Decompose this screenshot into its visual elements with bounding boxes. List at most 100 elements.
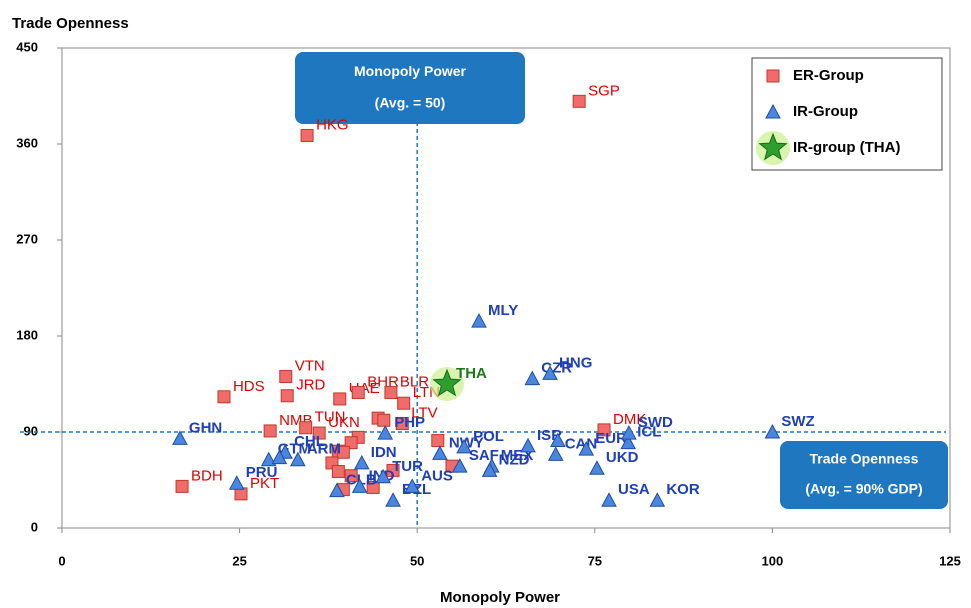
- point-triangle: [601, 492, 617, 507]
- point-label: POL: [473, 428, 504, 445]
- point-star: [758, 132, 788, 161]
- point-label: UKN: [328, 414, 360, 431]
- point-square: [279, 370, 293, 384]
- point-square: [299, 421, 313, 435]
- annotation-monopoly-text: Monopoly Power: [354, 63, 467, 79]
- point-square: [333, 392, 347, 406]
- point-square: [300, 128, 314, 142]
- point-label: GHN: [189, 419, 222, 436]
- point-triangle: [481, 462, 498, 477]
- point-label: CLB: [346, 472, 377, 489]
- point-label: SAF: [469, 447, 499, 464]
- point-triangle: [351, 478, 368, 493]
- point-triangle: [578, 441, 595, 456]
- point-label: NZD: [499, 451, 530, 468]
- x-tick-label: 25: [232, 553, 246, 568]
- point-label: JRD: [296, 377, 325, 394]
- annotation-trade-text: (Avg. = 90% GDP): [805, 481, 922, 497]
- point-triangle: [353, 454, 370, 470]
- point-square: [397, 396, 411, 410]
- x-axis-title: Monopoly Power: [440, 589, 560, 606]
- point-triangle: [375, 468, 391, 484]
- point-square: [331, 464, 345, 478]
- point-triangle: [471, 313, 487, 328]
- point-label: ARM: [307, 441, 341, 458]
- y-tick-label: 360: [16, 135, 38, 150]
- point-label: MLY: [488, 302, 518, 319]
- annotation-trade-box: [780, 441, 948, 509]
- point-triangle: [765, 103, 781, 119]
- point-triangle: [547, 446, 564, 461]
- point-label: SWZ: [781, 413, 814, 430]
- point-triangle: [228, 475, 245, 490]
- point-triangle: [451, 458, 468, 473]
- point-label: SGP: [588, 82, 620, 99]
- x-tick-label: 100: [762, 553, 784, 568]
- point-label: BLR: [400, 374, 429, 391]
- point-label: THA: [456, 365, 487, 382]
- point-square: [344, 469, 358, 483]
- point-label: HNG: [559, 354, 592, 371]
- legend-label: IR-Group: [793, 103, 858, 120]
- point-label: ICL: [637, 424, 661, 441]
- point-label: PKT: [250, 475, 279, 492]
- point-label: CAN: [565, 435, 598, 452]
- point-square: [377, 413, 391, 427]
- point-square: [175, 479, 189, 493]
- annotation-monopoly-text: (Avg. = 50): [375, 95, 446, 111]
- point-label: SWD: [638, 414, 673, 431]
- point-square: [336, 445, 350, 459]
- point-square: [312, 426, 326, 440]
- y-tick-label: 270: [16, 231, 38, 246]
- point-label: AUS: [421, 467, 453, 484]
- point-triangle: [764, 423, 781, 439]
- point-triangle: [329, 482, 345, 498]
- point-square: [431, 434, 445, 448]
- point-label: KOR: [666, 481, 700, 498]
- point-triangle: [649, 492, 666, 507]
- y-tick-label: 90: [24, 423, 38, 438]
- point-triangle: [621, 425, 637, 440]
- point-square: [597, 423, 611, 437]
- point-triangle: [385, 492, 401, 507]
- point-triangle: [377, 425, 394, 440]
- y-tick-label: 450: [16, 39, 38, 54]
- point-triangle: [432, 445, 448, 460]
- point-square: [263, 424, 277, 438]
- x-tick-label: 75: [588, 553, 602, 568]
- point-square: [351, 386, 365, 400]
- point-triangle: [620, 434, 637, 450]
- point-square: [366, 480, 380, 494]
- point-triangle: [550, 432, 566, 448]
- y-tick-label: 0: [31, 519, 38, 534]
- point-triangle: [404, 478, 421, 493]
- x-tick-label: 0: [58, 553, 65, 568]
- point-square: [217, 390, 231, 404]
- annotation-monopoly-box: [295, 52, 525, 124]
- point-label: LTV: [411, 404, 437, 421]
- point-square: [395, 416, 409, 430]
- point-label: HKG: [316, 116, 349, 133]
- point-label: NWY: [449, 434, 484, 451]
- point-label: DMK: [613, 411, 646, 428]
- point-label: TUR: [392, 458, 423, 475]
- point-star: [432, 368, 462, 397]
- point-triangle: [589, 460, 605, 475]
- x-tick-label: 50: [410, 553, 424, 568]
- point-label: CHL: [294, 433, 325, 450]
- legend-label: IR-group (THA): [793, 139, 900, 156]
- point-triangle: [524, 370, 541, 386]
- point-label: HDS: [233, 378, 265, 395]
- point-triangle: [542, 365, 558, 380]
- legend: ER-Group IR-Group IR-group (THA): [751, 57, 943, 171]
- point-square: [280, 389, 294, 403]
- y-tick-label: 180: [16, 327, 38, 342]
- point-square: [572, 94, 586, 108]
- point-label: USA: [618, 481, 650, 498]
- point-triangle: [520, 437, 536, 453]
- y-axis-title: Trade Openness: [12, 15, 129, 32]
- point-square: [344, 436, 358, 450]
- point-triangle: [172, 430, 188, 445]
- point-square: [766, 69, 780, 83]
- point-label: IDN: [371, 444, 397, 461]
